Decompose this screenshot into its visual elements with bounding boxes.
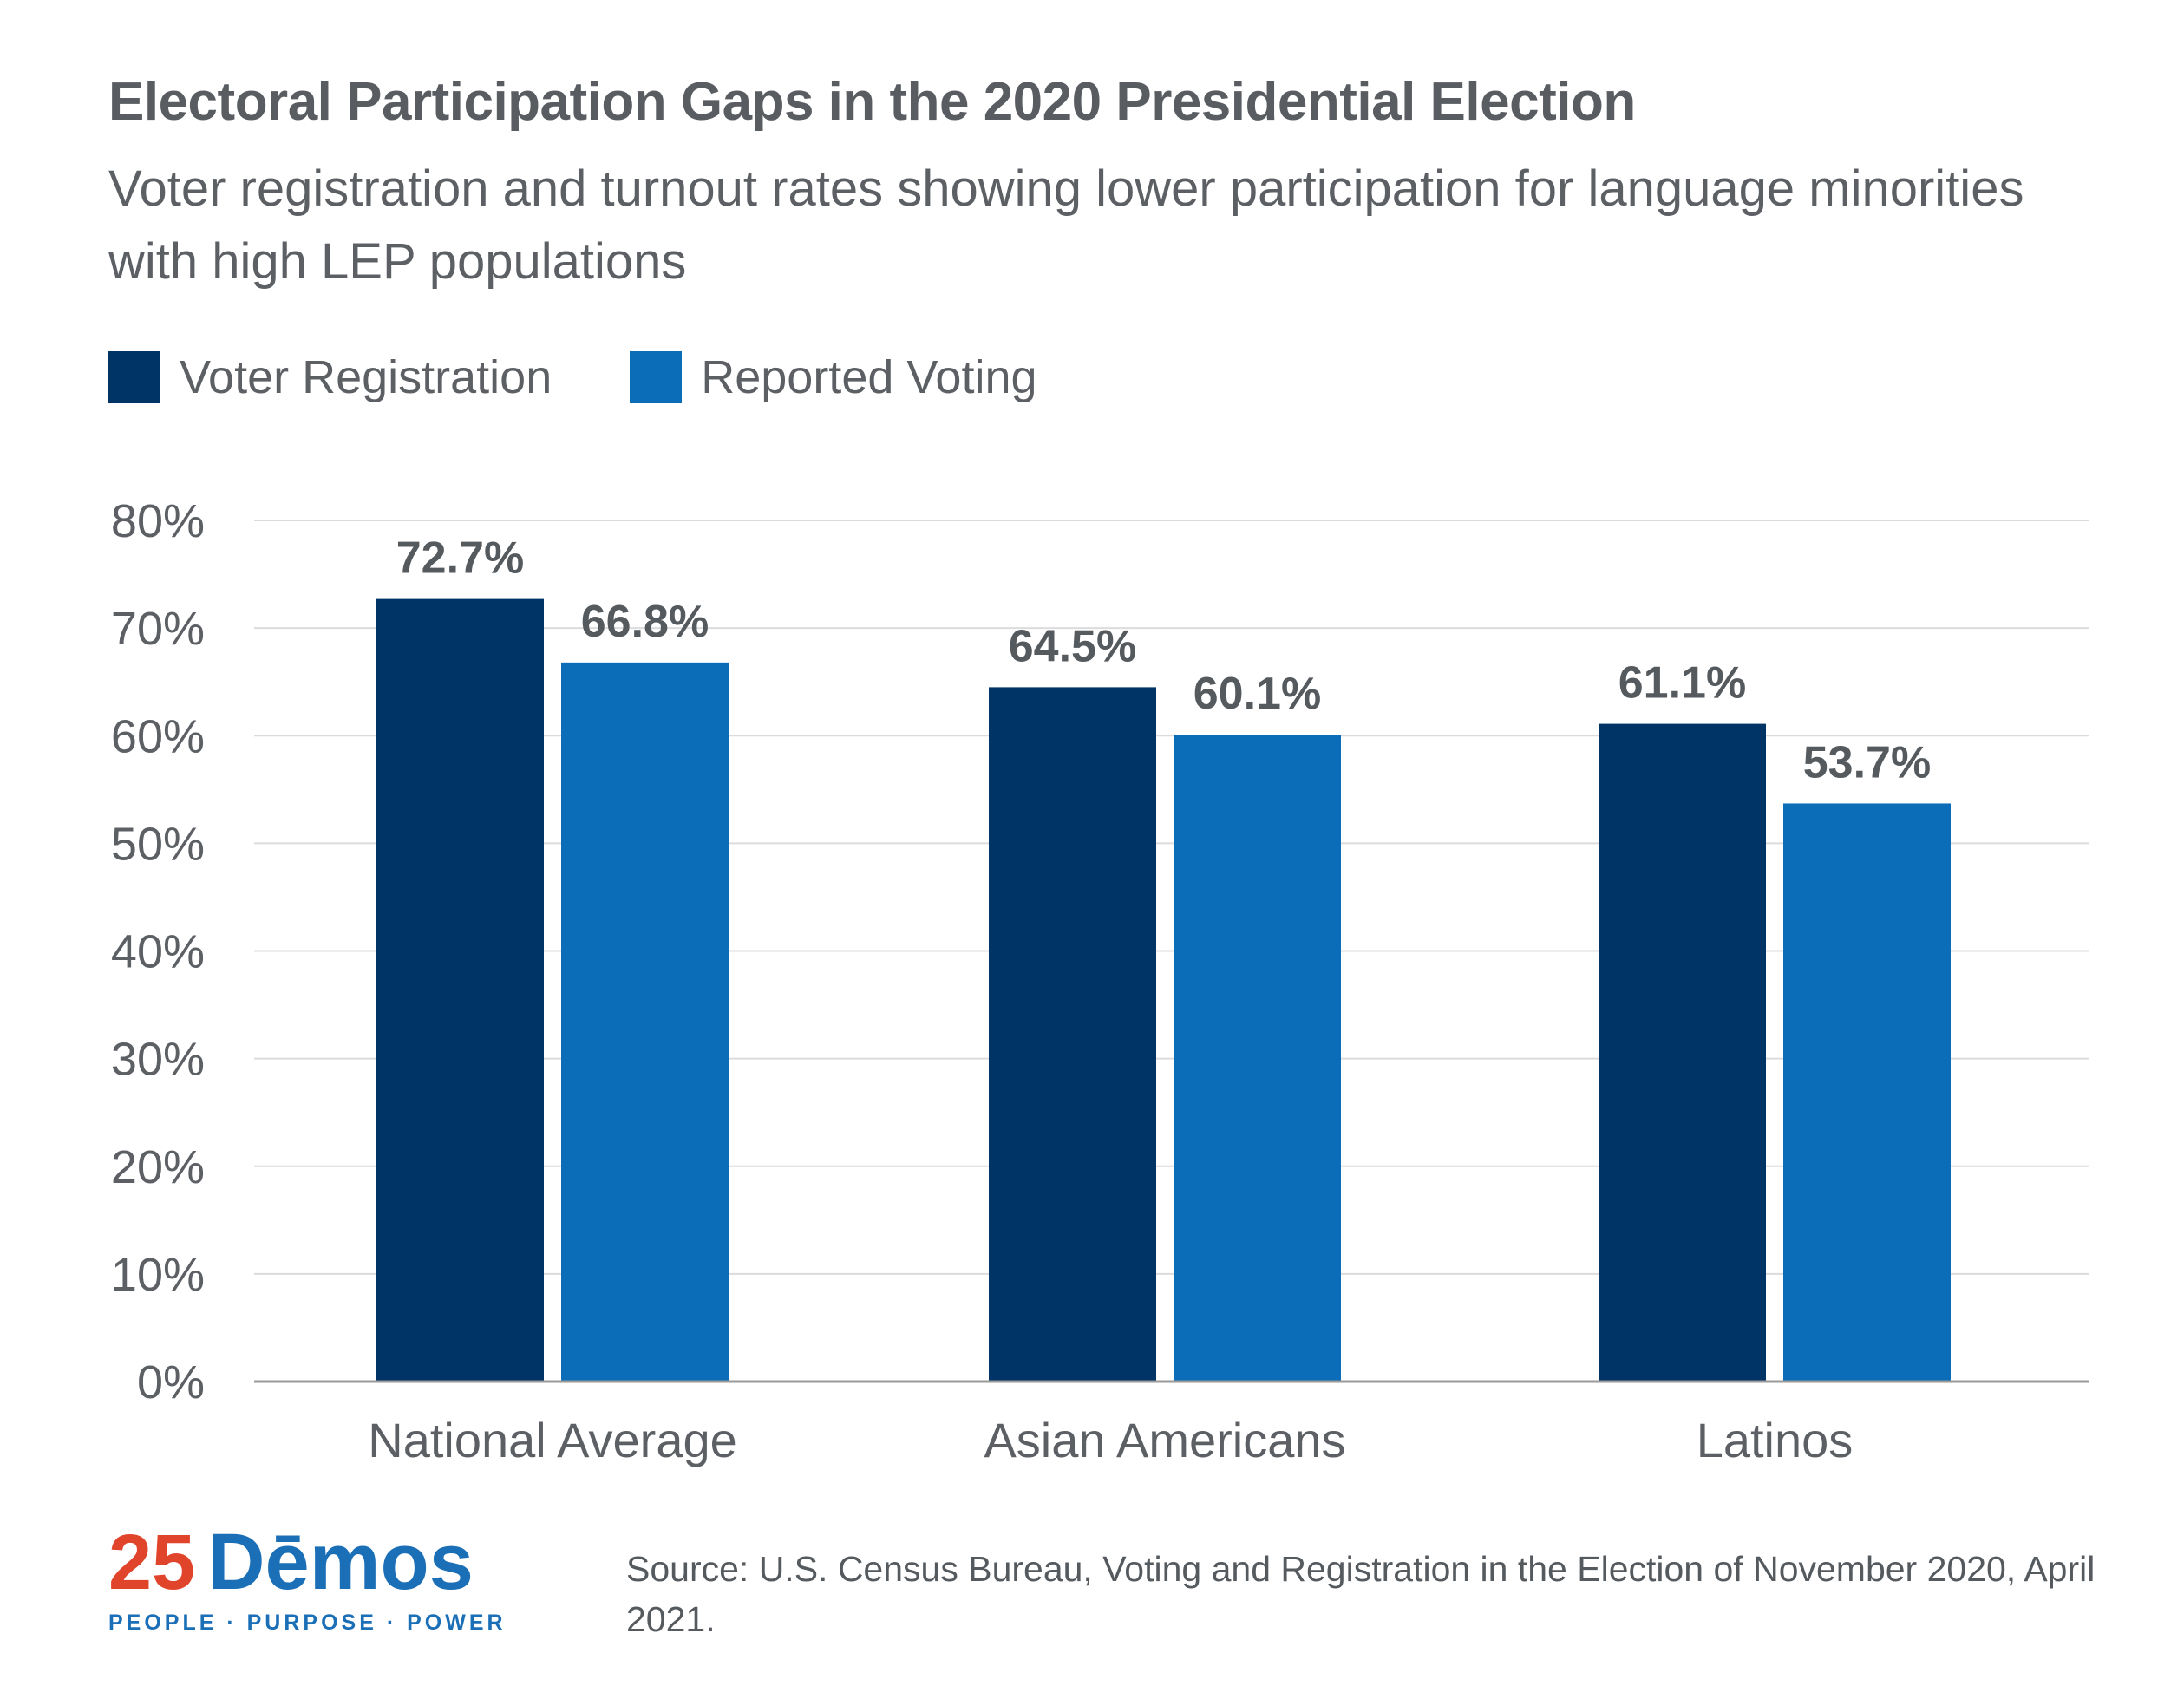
data-label: 72.7% — [396, 533, 524, 584]
y-tick-label: 70% — [111, 603, 205, 655]
bar — [1783, 803, 1951, 1382]
data-label: 60.1% — [1193, 669, 1321, 719]
data-label: 61.1% — [1618, 658, 1746, 709]
x-category-label: Latinos — [1697, 1413, 1854, 1467]
x-category-label: Asian Americans — [984, 1413, 1345, 1467]
bar-chart: 0% 10% 20% 30% 40% 50% 60% 70% 80% 72.7% 66.8% Nati… — [111, 495, 2089, 1467]
logo-number: 25 — [108, 1519, 196, 1606]
bar — [1599, 723, 1766, 1382]
y-tick-label: 10% — [111, 1249, 205, 1301]
chart-subtitle: Voter registration and turnout rates sho… — [108, 160, 2024, 290]
legend-swatch-voter-registration — [108, 351, 160, 403]
y-tick-label: 50% — [111, 818, 205, 870]
legend-label-voter-registration: Voter Registration — [180, 351, 553, 403]
bar — [989, 687, 1156, 1382]
y-tick-label: 80% — [111, 495, 205, 547]
data-label: 64.5% — [1009, 621, 1136, 671]
legend-label-reported-voting: Reported Voting — [701, 351, 1037, 403]
chart-title: Electoral Participation Gaps in the 2020… — [108, 72, 1636, 132]
bar — [1174, 735, 1341, 1382]
bar — [376, 598, 544, 1382]
legend-item-voter-registration: Voter Registration — [108, 350, 552, 404]
legend: Voter Registration Reported Voting — [108, 350, 1115, 404]
y-tick-label: 60% — [111, 710, 205, 762]
logo-tagline: PEOPLE · PURPOSE · POWER — [108, 1611, 507, 1635]
logo-wordmark: Dēmos — [207, 1518, 474, 1606]
y-tick-label: 0% — [137, 1356, 205, 1408]
source-note: Source: U.S. Census Bureau, Voting and R… — [626, 1549, 2096, 1639]
legend-swatch-reported-voting — [630, 351, 683, 403]
bar — [561, 662, 729, 1382]
y-tick-label: 30% — [111, 1034, 205, 1086]
legend-item-reported-voting: Reported Voting — [630, 350, 1037, 404]
x-category-label: National Average — [368, 1413, 737, 1467]
data-label: 66.8% — [581, 597, 709, 647]
y-tick-label: 40% — [111, 926, 205, 978]
data-label: 53.7% — [1803, 737, 1931, 787]
demos-logo: 25 Dēmos PEOPLE · PURPOSE · POWER — [108, 1522, 507, 1636]
y-tick-label: 20% — [111, 1141, 205, 1193]
